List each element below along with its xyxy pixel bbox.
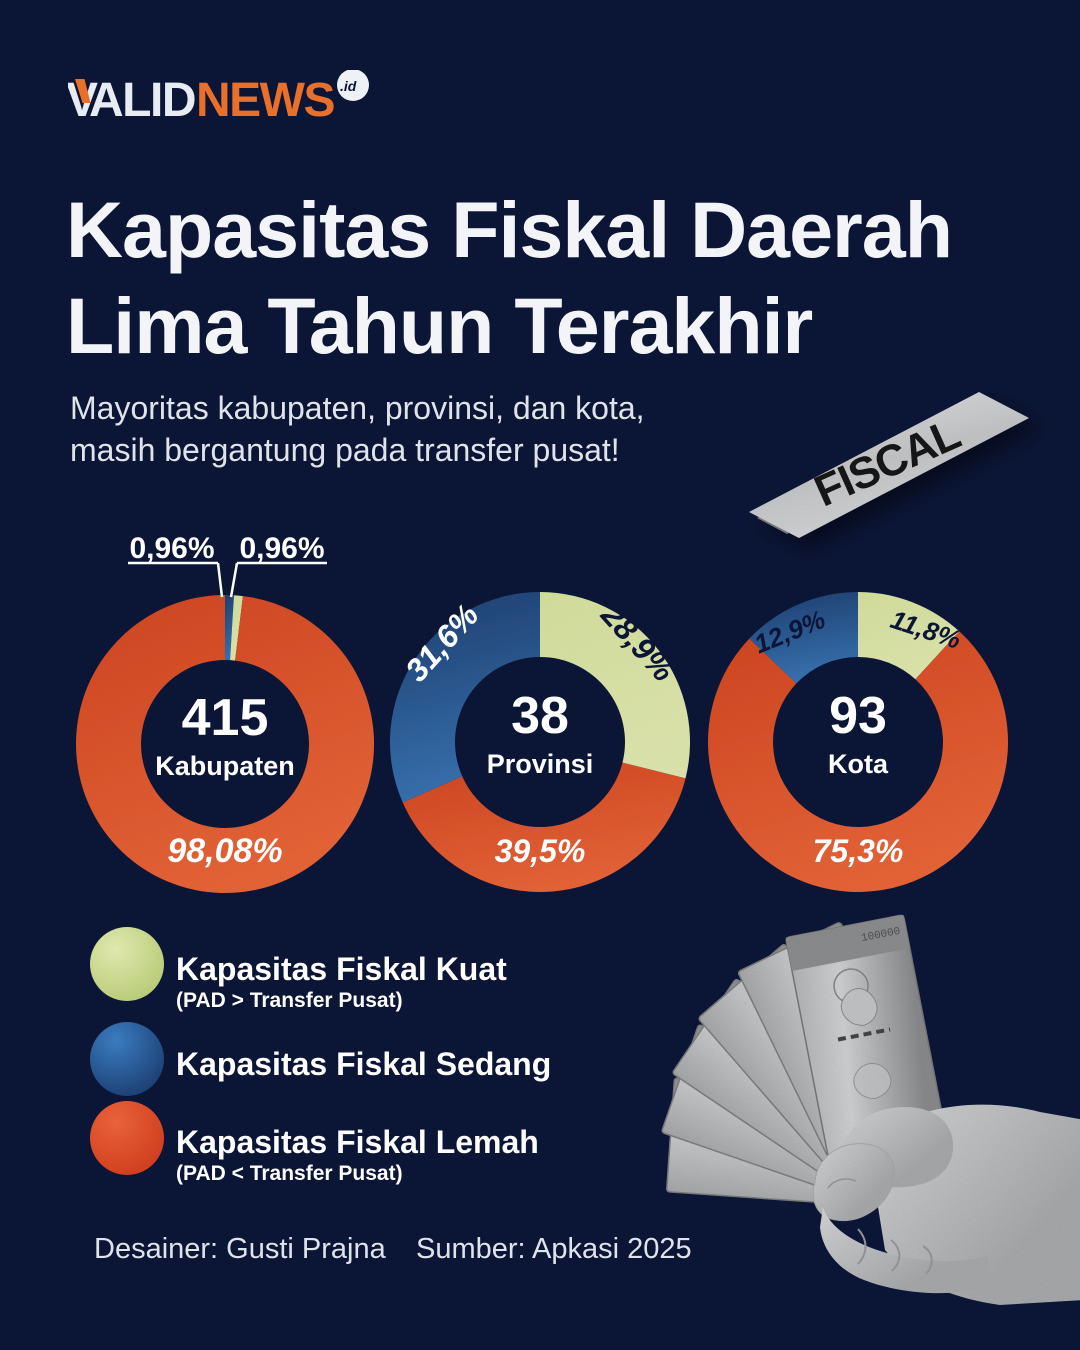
svg-text:0,96%: 0,96% <box>129 532 214 565</box>
svg-text:Kapasitas Fiskal Kuat: Kapasitas Fiskal Kuat <box>176 951 507 987</box>
svg-text:(PAD < Transfer Pusat): (PAD < Transfer Pusat) <box>176 1162 403 1185</box>
svg-text:93: 93 <box>829 687 887 745</box>
svg-text:Desainer: Gusti Prajna: Desainer: Gusti Prajna <box>94 1233 387 1265</box>
svg-text:75,3%: 75,3% <box>813 833 904 869</box>
svg-text:Provinsi: Provinsi <box>487 749 594 779</box>
svg-text:Kapasitas Fiskal Lemah: Kapasitas Fiskal Lemah <box>176 1124 539 1160</box>
svg-text:38: 38 <box>511 687 569 745</box>
svg-text:Kota: Kota <box>828 749 889 779</box>
svg-text:415: 415 <box>182 689 269 747</box>
svg-text:39,5%: 39,5% <box>495 833 586 869</box>
svg-text:(PAD > Transfer Pusat): (PAD > Transfer Pusat) <box>176 989 403 1012</box>
svg-text:Kapasitas Fiskal Sedang: Kapasitas Fiskal Sedang <box>176 1046 551 1082</box>
svg-text:Sumber: Apkasi 2025: Sumber: Apkasi 2025 <box>416 1233 692 1265</box>
svg-text:0,96%: 0,96% <box>239 532 324 565</box>
svg-text:Kabupaten: Kabupaten <box>155 751 295 781</box>
svg-text:98,08%: 98,08% <box>167 832 282 870</box>
